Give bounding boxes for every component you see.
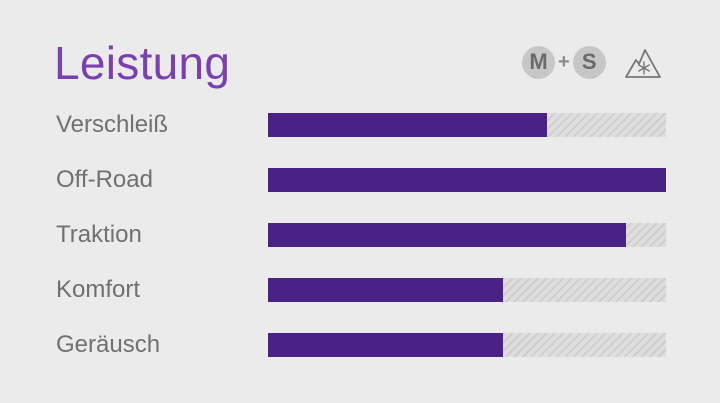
- rating-row: Traktion: [0, 215, 720, 255]
- mountain-snowflake-icon: [624, 49, 661, 78]
- ms-letter-m: M: [522, 45, 555, 79]
- rating-bar-fill: [268, 333, 503, 357]
- rating-bar-track: [268, 333, 666, 357]
- rating-label: Traktion: [56, 221, 142, 248]
- rating-row: Off-Road: [0, 160, 720, 200]
- rating-row: Komfort: [0, 270, 720, 310]
- rating-bar-track: [268, 113, 666, 137]
- ms-plus: +: [558, 50, 570, 73]
- ms-letter-s: S: [572, 45, 606, 79]
- tire-badges: M + S: [522, 44, 662, 80]
- rating-bar-fill: [268, 113, 547, 137]
- rating-label: Verschleiß: [56, 111, 169, 138]
- rating-bar-fill: [268, 168, 666, 192]
- page-title: Leistung: [54, 37, 231, 89]
- rating-bar-track: [268, 278, 666, 302]
- rating-label: Komfort: [56, 276, 141, 303]
- rating-bar-track: [268, 168, 666, 192]
- rating-bar-track: [268, 223, 666, 247]
- rating-row: Verschleiß: [0, 105, 720, 145]
- rating-bar-fill: [268, 223, 626, 247]
- rating-row: Geräusch: [0, 325, 720, 365]
- rating-label: Off-Road: [56, 166, 153, 193]
- rating-label: Geräusch: [56, 331, 161, 358]
- mud-snow-badge: M + S: [522, 45, 606, 79]
- rating-bar-fill: [268, 278, 503, 302]
